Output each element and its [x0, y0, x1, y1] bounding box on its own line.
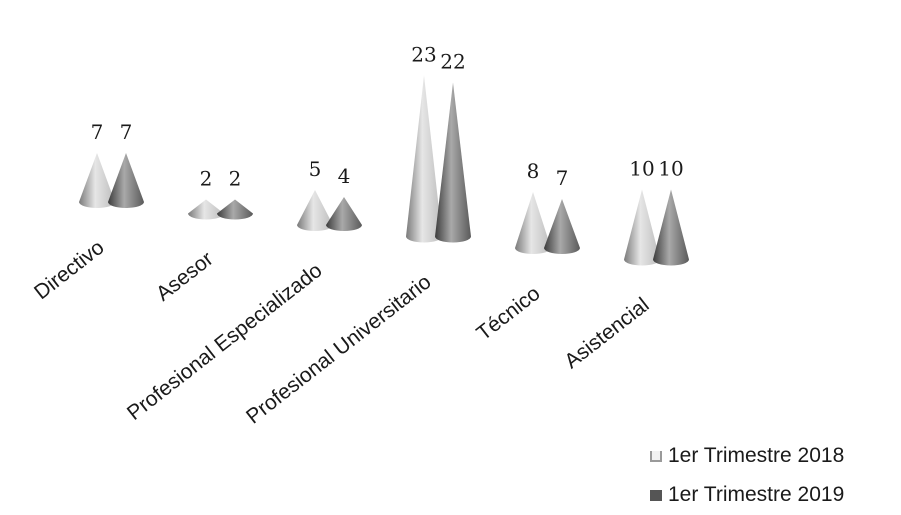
category-label-asesor: Asesor: [152, 247, 218, 305]
category-label-asistencial: Asistencial: [560, 293, 653, 373]
legend-item-2019: 1er Trimestre 2019: [650, 483, 844, 507]
legend-swatch-2018: [650, 450, 662, 462]
value-label-asesor-2018: 2: [200, 167, 213, 191]
cones-layer: [79, 75, 689, 266]
cone-profesional-especializado-2019: [326, 197, 362, 231]
cone-directivo-2019: [108, 153, 144, 208]
cone-asesor-2019: [217, 199, 253, 220]
legend-label-2019: 1er Trimestre 2019: [668, 483, 845, 506]
value-label-directivo-2018: 7: [91, 120, 104, 144]
value-label-profesional-universitario-2019: 22: [440, 50, 465, 74]
value-label-profesional-especializado-2018: 5: [309, 157, 322, 181]
cone-asesor-2018: [188, 199, 224, 220]
legend-swatch-2019: [650, 489, 662, 501]
cone-asistencial-2019: [653, 189, 689, 266]
cone-profesional-universitario-2018: [406, 75, 442, 243]
category-label-directivo: Directivo: [30, 236, 109, 304]
value-label-profesional-universitario-2018: 23: [411, 43, 436, 67]
category-label-profesional-especializado: Profesional Especializado: [123, 259, 327, 425]
category-label-tecnico: Técnico: [472, 282, 544, 345]
cone-directivo-2018: [79, 153, 115, 208]
cone-asistencial-2018: [624, 189, 660, 266]
value-labels: 7 72 2 5 423 228 7 10 10: [91, 43, 684, 191]
cone-profesional-universitario-2019: [435, 82, 471, 243]
value-label-asesor-2019: 2: [229, 167, 242, 191]
value-label-tecnico-2018: 8: [527, 159, 540, 183]
value-label-asistencial-2018: 10: [629, 157, 654, 181]
cone-tecnico-2018: [515, 192, 551, 254]
legend-label-2018: 1er Trimestre 2018: [668, 444, 845, 467]
value-label-tecnico-2019: 7: [556, 166, 569, 190]
value-label-asistencial-2019: 10: [658, 157, 683, 181]
legend-item-2018: 1er Trimestre 2018: [650, 444, 844, 468]
cone-profesional-especializado-2018: [297, 190, 333, 231]
value-label-directivo-2019: 7: [120, 120, 133, 144]
cone-tecnico-2019: [544, 199, 580, 254]
value-label-profesional-especializado-2019: 4: [338, 164, 351, 188]
